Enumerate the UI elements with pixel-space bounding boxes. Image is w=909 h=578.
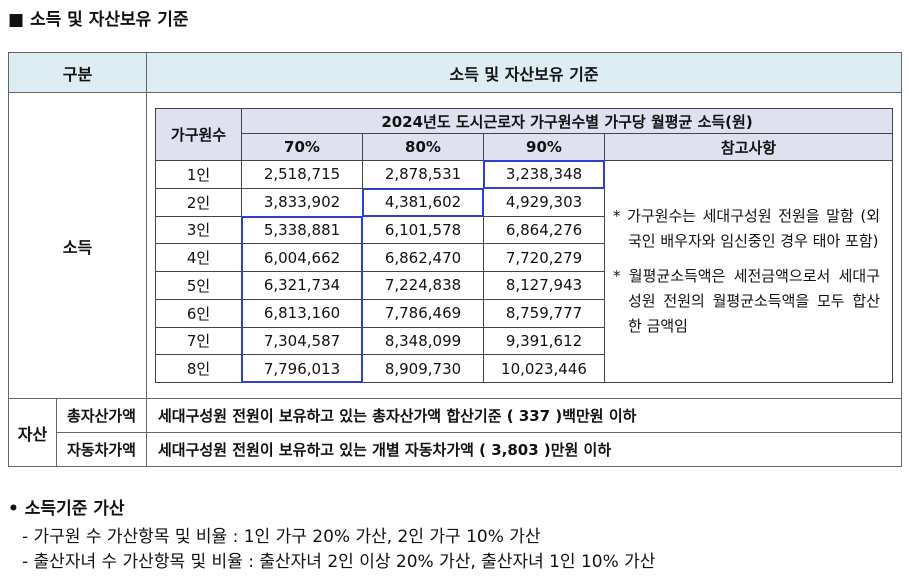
note: * 월평균소득액은 세전금액으로서 세대구성원 전원의 월평균소득액을 모두 합… [613, 267, 880, 335]
income-value: 7,786,469 [362, 298, 484, 328]
income-value: 2,878,531 [362, 160, 484, 189]
income-value: 8,348,099 [362, 326, 484, 356]
inner-notes-header: 참고사항 [604, 133, 893, 161]
addition-title: • 소득기준 가산 [8, 499, 125, 519]
income-value: 7,720,279 [483, 243, 605, 272]
income-value: 8,759,777 [483, 298, 605, 328]
asset-criterion: 세대구성원 전원이 보유하고 있는 총자산가액 합산기준 ( 337 )백만원 … [146, 398, 902, 433]
income-label: 소득 [8, 92, 147, 399]
inner-column-header: 80% [362, 133, 484, 161]
household-size: 8인 [155, 354, 242, 383]
addition-item: - 가구원 수 가산항목 및 비율 : 1인 가구 20% 가산, 2인 가구 … [22, 527, 541, 547]
asset-type: 총자산가액 [56, 398, 147, 433]
asset-criterion: 세대구성원 전원이 보유하고 있는 개별 자동차가액 ( 3,803 )만원 이… [146, 432, 902, 467]
income-value: 6,862,470 [362, 243, 484, 272]
highlight-box [483, 160, 605, 189]
inner-notes: * 가구원수는 세대구성원 전원을 말함 (외국인 배우자와 임신중인 경우 태… [604, 160, 893, 383]
header-cell: 구분 [8, 52, 147, 93]
household-size: 4인 [155, 243, 242, 272]
inner-column-header: 70% [241, 133, 363, 161]
income-value: 9,391,612 [483, 326, 605, 356]
assets-label: 자산 [8, 398, 57, 467]
income-value: 10,023,446 [483, 354, 605, 383]
household-size: 7인 [155, 326, 242, 356]
addition-item: - 출산자녀 수 가산항목 및 비율 : 출산자녀 2인 이상 20% 가산, … [22, 552, 656, 572]
household-size: 6인 [155, 298, 242, 328]
title: ■ 소득 및 자산보유 기준 [8, 10, 189, 30]
asset-type: 자동차가액 [56, 432, 147, 467]
inner-caption: 2024년도 도시근로자 가구원수별 가구당 월평균 소득(원) [241, 108, 893, 134]
income-value: 2,518,715 [241, 160, 363, 189]
household-size: 3인 [155, 215, 242, 245]
income-value: 4,929,303 [483, 187, 605, 217]
inner-column-header: 90% [483, 133, 605, 161]
highlight-box [362, 187, 484, 217]
income-value: 6,864,276 [483, 215, 605, 245]
highlight-box [241, 215, 363, 383]
income-value: 6,101,578 [362, 215, 484, 245]
income-value: 3,833,902 [241, 187, 363, 217]
header-cell: 소득 및 자산보유 기준 [146, 52, 902, 93]
inner-row-header: 가구원수 [155, 108, 242, 161]
income-value: 8,127,943 [483, 271, 605, 300]
household-size: 2인 [155, 187, 242, 217]
household-size: 5인 [155, 271, 242, 300]
income-value: 8,909,730 [362, 354, 484, 383]
household-size: 1인 [155, 160, 242, 189]
note: * 가구원수는 세대구성원 전원을 말함 (외국인 배우자와 임신중인 경우 태… [613, 207, 880, 250]
income-value: 7,224,838 [362, 271, 484, 300]
